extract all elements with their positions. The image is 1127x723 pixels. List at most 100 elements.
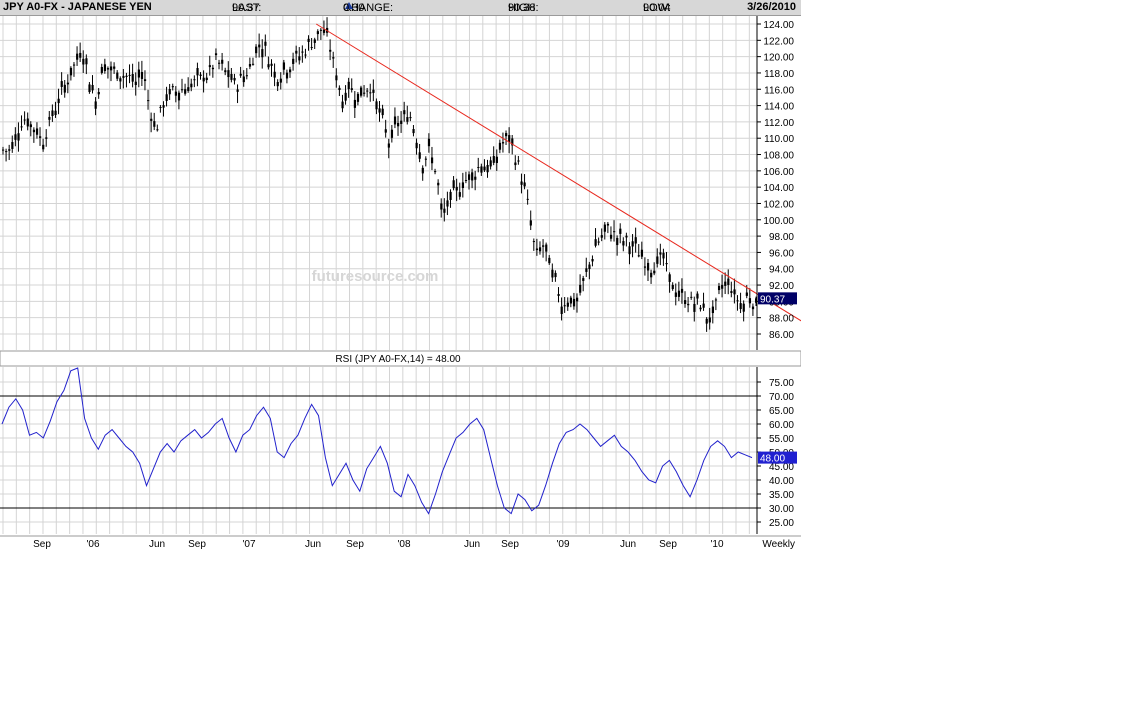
price-bar-body xyxy=(134,81,137,86)
price-bar-body xyxy=(572,298,576,307)
rsi-value-label: 48.00 xyxy=(760,454,785,465)
price-bar-body xyxy=(245,75,248,77)
trendline xyxy=(315,23,801,322)
price-bar-body xyxy=(597,241,600,243)
price-bar-body xyxy=(545,244,548,252)
price-bar-body xyxy=(449,191,452,200)
rsi-series xyxy=(1,367,753,515)
rsi-tick-label: 60.00 xyxy=(769,420,794,431)
price-tick-label: 104.00 xyxy=(763,183,794,194)
price-tick-label: 100.00 xyxy=(763,216,794,227)
price-bar-body xyxy=(270,63,273,66)
price-bar-body xyxy=(532,241,536,243)
last-label: LAST: xyxy=(232,2,262,14)
x-tick-label: Sep xyxy=(659,539,677,550)
price-bar-body xyxy=(421,167,424,174)
up-triangle-icon xyxy=(345,2,353,9)
watermark: futuresource.com xyxy=(312,268,439,285)
price-tick-label: 106.00 xyxy=(763,167,794,178)
price-bar-body xyxy=(406,117,409,122)
price-bar-body xyxy=(397,122,400,127)
rsi-tick-label: 25.00 xyxy=(769,518,794,529)
price-bar-body xyxy=(356,93,360,102)
price-bar-body xyxy=(363,92,366,94)
price-bar-body xyxy=(159,106,162,108)
price-bar-body xyxy=(656,256,659,264)
price-bar-body xyxy=(251,63,255,65)
price-bar-body xyxy=(628,246,631,255)
price-tick-label: 92.00 xyxy=(769,281,794,292)
price-bar-body xyxy=(699,307,702,310)
price-bar-body xyxy=(372,89,375,93)
price-bar-body xyxy=(322,29,326,33)
price-grid xyxy=(0,16,801,537)
price-bar-body xyxy=(258,44,261,48)
rsi-tick-label: 40.00 xyxy=(769,476,794,487)
price-axis: 124.00 122.00 120.00 118.00 116.00 114.00 112.… xyxy=(756,16,797,534)
price-bar-body xyxy=(687,303,690,306)
price-bar-body xyxy=(505,133,508,137)
price-bar-body xyxy=(418,152,421,159)
price-bar-body xyxy=(48,116,51,120)
price-bar-body xyxy=(458,192,461,197)
price-bar-body xyxy=(119,78,122,82)
price-bar-body xyxy=(591,258,594,262)
price-bar-body xyxy=(60,81,63,87)
price-bar-body xyxy=(20,126,23,128)
price-bar-body xyxy=(66,82,70,85)
trendline-group xyxy=(315,23,801,322)
price-bar-body xyxy=(600,235,603,238)
x-axis: Sep '06 Jun Sep '07 Jun Sep '08 Jun Sep '09 Jun Sep '… xyxy=(33,539,795,550)
price-bar-body xyxy=(576,297,579,302)
price-bar-body xyxy=(224,70,227,73)
price-bar-body xyxy=(202,77,205,82)
price-bar-body xyxy=(674,292,677,297)
price-bar-body xyxy=(11,142,14,149)
price-bar-body xyxy=(739,303,742,310)
price-tick-label: 112.00 xyxy=(764,118,794,129)
price-bar-body xyxy=(551,269,554,278)
price-bar-body xyxy=(400,120,403,124)
price-bar-body xyxy=(480,166,483,173)
price-bar-body xyxy=(350,88,353,90)
price-bar-body xyxy=(733,289,736,295)
price-bar-body xyxy=(51,110,54,117)
price-bar-body xyxy=(384,129,387,133)
price-bar-body xyxy=(14,134,17,140)
price-bar-body xyxy=(239,73,242,76)
price-bar-body xyxy=(276,82,279,87)
price-tick-label: 98.00 xyxy=(769,232,794,243)
price-bar-body xyxy=(116,72,119,79)
price-bar-body xyxy=(125,75,128,77)
price-tick-label: 120.00 xyxy=(763,53,794,64)
rsi-tick-label: 65.00 xyxy=(769,406,794,417)
rsi-grid xyxy=(0,381,757,523)
price-bar-body xyxy=(721,284,724,289)
price-bar-body xyxy=(474,176,477,180)
price-bar-body xyxy=(338,87,341,91)
price-bar-body xyxy=(424,158,427,160)
price-bar-body xyxy=(279,78,282,83)
price-bar-body xyxy=(289,69,292,73)
price-bar-body xyxy=(23,119,26,121)
price-tick-label: 102.00 xyxy=(763,199,794,210)
price-bar-body xyxy=(177,92,181,101)
price-bar-body xyxy=(39,136,42,138)
price-bar-body xyxy=(230,73,233,80)
price-bar-body xyxy=(5,151,8,153)
price-bar-body xyxy=(588,264,591,270)
price-bar-body xyxy=(193,79,196,81)
low-label: LOW: xyxy=(643,2,671,14)
price-bar-body xyxy=(45,137,48,139)
price-bar-body xyxy=(609,234,613,239)
chart-frame: JPY A0-FX - JAPANESE YEN LAST: 90.37 CHA… xyxy=(0,0,801,550)
price-bar-body xyxy=(455,186,458,191)
price-bar-body xyxy=(387,143,390,148)
price-bar-body xyxy=(332,57,335,59)
last-price-label: 90.37 xyxy=(760,294,785,305)
price-bar-body xyxy=(69,67,73,76)
price-bar-body xyxy=(514,162,517,166)
price-bar-body xyxy=(717,285,721,291)
price-tick-label: 96.00 xyxy=(769,248,794,259)
x-tick-label: '10 xyxy=(710,539,723,550)
